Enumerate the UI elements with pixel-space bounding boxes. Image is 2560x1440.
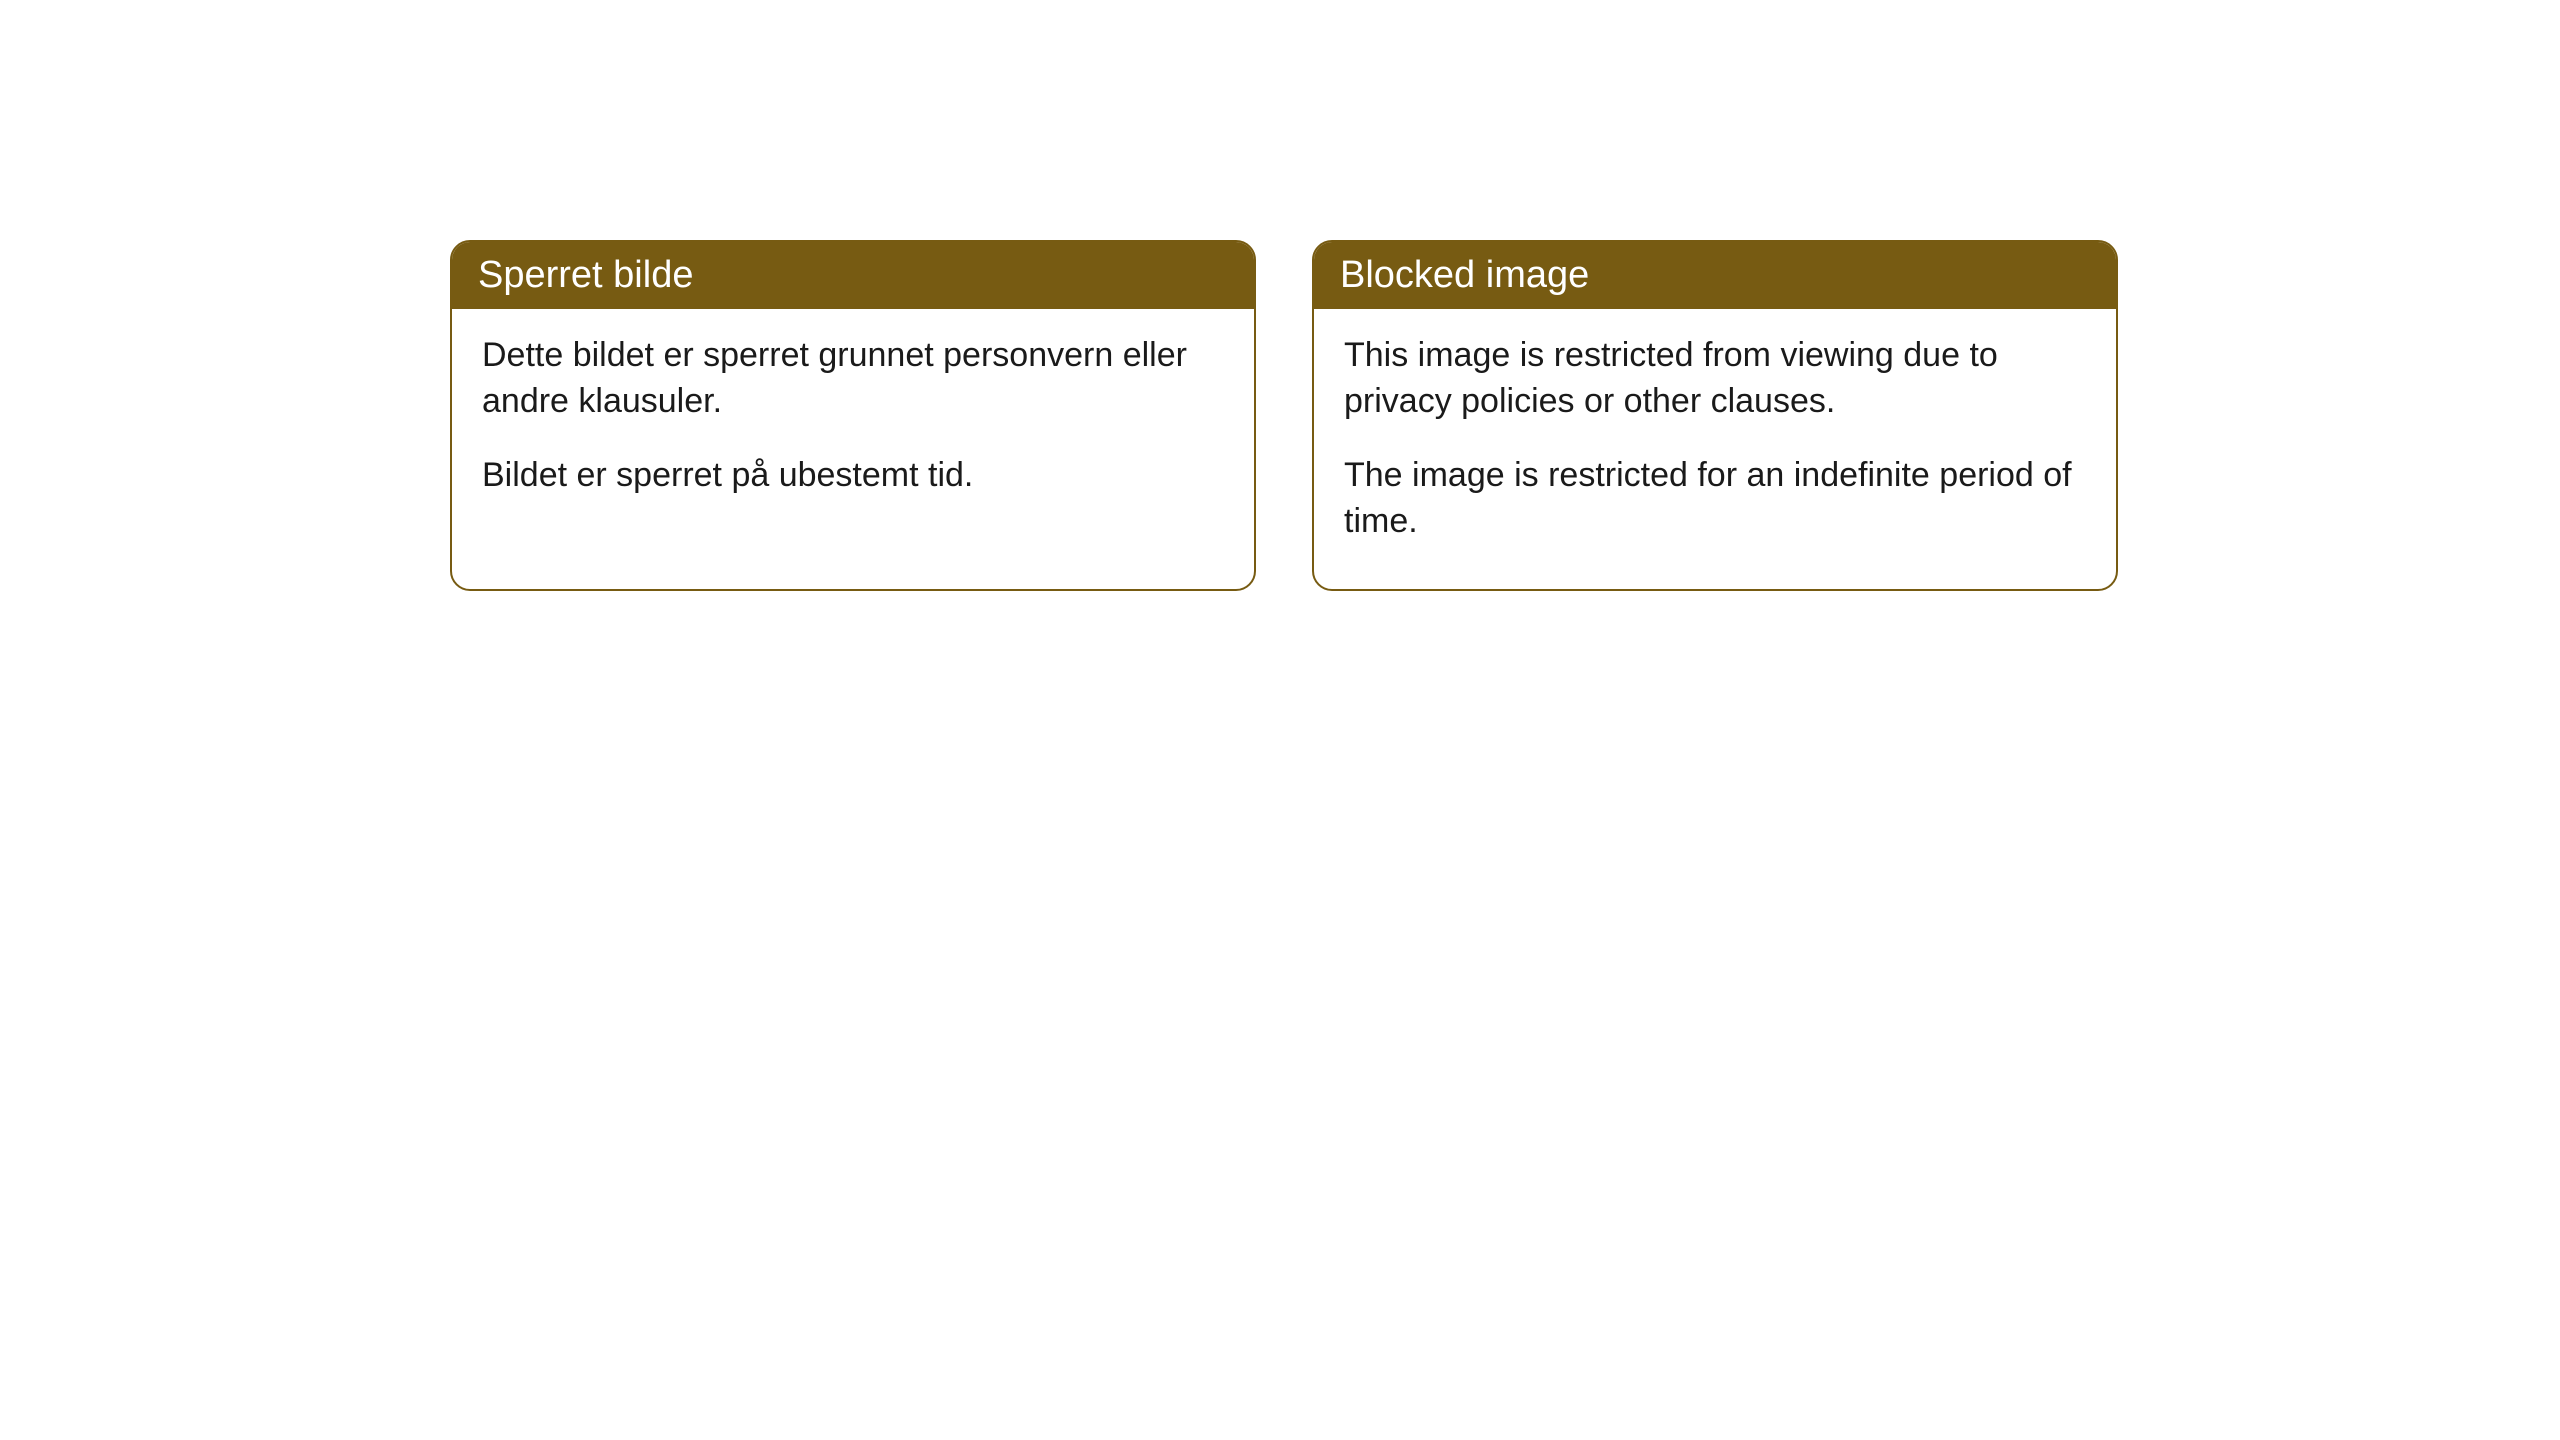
blocked-image-card-en: Blocked image This image is restricted f… [1312,240,2118,591]
card-header-no: Sperret bilde [452,242,1254,309]
card-title-en: Blocked image [1340,254,1589,296]
card-paragraph-en-1: This image is restricted from viewing du… [1344,333,2086,425]
notice-cards-container: Sperret bilde Dette bildet er sperret gr… [0,0,2560,591]
card-header-en: Blocked image [1314,242,2116,309]
card-paragraph-no-2: Bildet er sperret på ubestemt tid. [482,453,1224,499]
card-title-no: Sperret bilde [478,254,693,296]
card-paragraph-en-2: The image is restricted for an indefinit… [1344,453,2086,545]
card-body-no: Dette bildet er sperret grunnet personve… [452,309,1254,543]
blocked-image-card-no: Sperret bilde Dette bildet er sperret gr… [450,240,1256,591]
card-body-en: This image is restricted from viewing du… [1314,309,2116,589]
card-paragraph-no-1: Dette bildet er sperret grunnet personve… [482,333,1224,425]
